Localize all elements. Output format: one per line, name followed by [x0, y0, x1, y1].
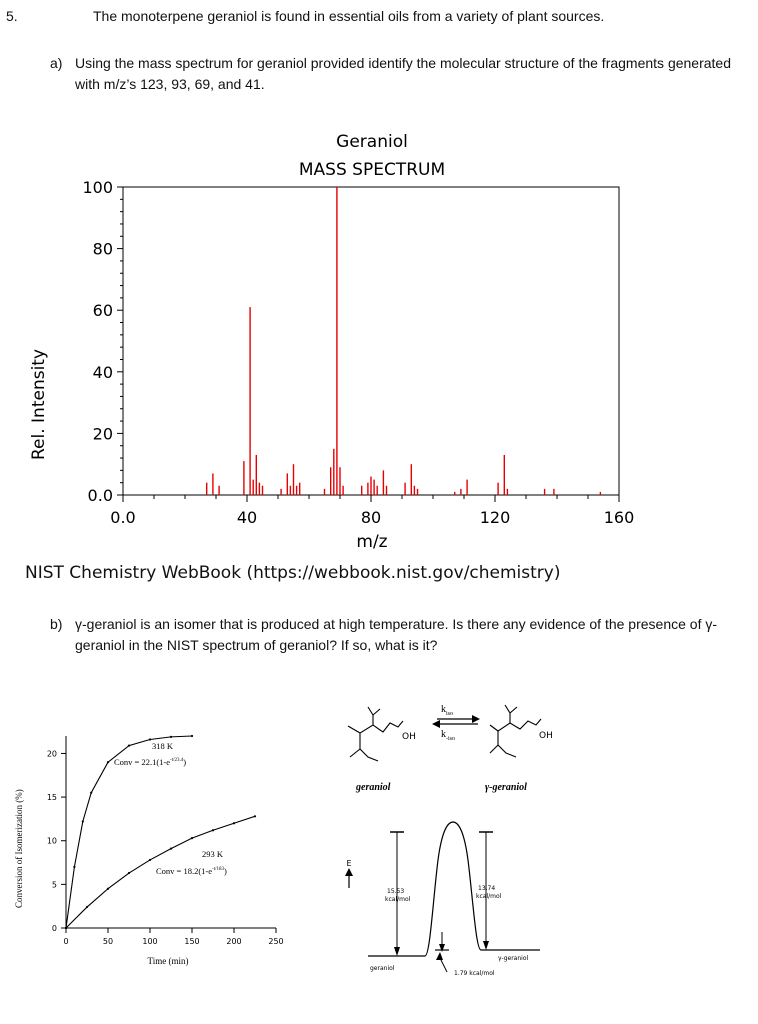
gamma-geraniol-structure: [489, 704, 542, 758]
isomerization-scheme: OH kiso k-iso OH geraniol γ-geraniol: [347, 704, 553, 793]
series-point: [127, 871, 131, 875]
series-293-label: 293 K: [202, 849, 224, 859]
series-point: [148, 858, 152, 862]
energy-curve: [368, 821, 540, 957]
chart-title: Geraniol: [336, 132, 408, 152]
series-point: [190, 734, 194, 738]
series-point: [106, 887, 110, 890]
y-axis-label: Rel. Intensity: [29, 349, 49, 460]
series-point: [73, 865, 76, 869]
series-point: [81, 820, 84, 823]
k-reverse: k-iso: [441, 729, 455, 742]
bottom-right-label: γ-geraniol: [498, 955, 529, 962]
delta-pointer-line: [439, 957, 448, 973]
energy-axis-label: E: [346, 859, 351, 868]
series-293-equation: Conv = 18.2(1-e-t/183): [156, 866, 227, 876]
barrier-left-value: 15.53: [387, 888, 404, 895]
series-point: [90, 791, 93, 794]
y-tick-label: 40: [93, 363, 113, 382]
series-point: [106, 761, 110, 764]
k-forward: kiso: [441, 704, 453, 717]
delta-label: 1.79 kcal/mol: [454, 970, 495, 977]
series-318-label: 318 K: [152, 741, 174, 751]
series-point: [190, 837, 194, 840]
part-b-label: b): [50, 616, 63, 632]
y-tick-label: 20: [93, 424, 113, 443]
series-point: [232, 822, 236, 825]
energy-axis-arrowhead: [345, 868, 353, 876]
series-point: [211, 829, 215, 832]
x-axis-label: Time (min): [148, 956, 189, 966]
forward-arrowhead: [472, 715, 480, 723]
series-point: [148, 738, 152, 741]
barrier-left-arrowhead: [394, 947, 400, 956]
y-tick-label: 100: [82, 178, 113, 197]
x-tick-label: 160: [604, 508, 635, 527]
barrier-left-unit: kcal/mol: [385, 896, 411, 903]
x-tick-label: 120: [480, 508, 511, 527]
x-axis-label: m/z: [356, 532, 387, 552]
oh-left: OH: [402, 732, 416, 742]
y-tick-label: 60: [93, 301, 113, 320]
series-point: [85, 905, 89, 909]
geraniol-label: geraniol: [355, 782, 391, 793]
bottom-left-label: geraniol: [370, 965, 395, 972]
y-tick-label: 80: [93, 240, 113, 259]
barrier-right-unit: kcal/mol: [476, 893, 502, 900]
series-point: [169, 847, 173, 850]
x-tick-label: 150: [184, 937, 199, 946]
source-caption: NIST Chemistry WebBook (https://webbook.…: [25, 563, 561, 583]
x-tick-label: 250: [268, 937, 283, 946]
y-tick-label: 5: [52, 880, 57, 889]
y-tick-label: 10: [47, 837, 57, 846]
barrier-right-arrowhead: [483, 941, 489, 950]
y-axis-label: Conversion of Isomerization (%): [14, 789, 24, 908]
part-a-label: a): [50, 55, 63, 71]
delta-arrowhead: [439, 944, 445, 952]
oh-right: OH: [539, 731, 553, 741]
geraniol-structure: [347, 706, 404, 762]
conversion-chart: 0 5 10 15 20 0 50 100 150 200 250 318 K Conv = 22…: [14, 734, 284, 966]
question-number: 5.: [6, 8, 18, 24]
part-b-text: γ-geraniol is an isomer that is produced…: [75, 616, 718, 653]
x-tick-label: 40: [237, 508, 257, 527]
series-point: [64, 926, 68, 930]
plot-frame: [122, 186, 620, 496]
y-tick-label: 20: [47, 749, 57, 758]
y-tick-label: 0: [52, 924, 57, 933]
y-tick-label: 0.0: [88, 486, 113, 505]
chart-subtitle: MASS SPECTRUM: [299, 160, 445, 180]
x-tick-label: 0: [63, 937, 68, 946]
delta-pointer-arrowhead: [436, 952, 443, 960]
question-title: The monoterpene geraniol is found in ess…: [93, 8, 605, 24]
series-point: [253, 815, 257, 818]
series-318-equation: Conv = 22.1(1-e-t/23.4): [114, 757, 186, 767]
series-point: [169, 735, 173, 738]
gamma-geraniol-label: γ-geraniol: [485, 782, 527, 793]
mass-spectrum-chart: Geraniol MASS SPECTRUM 0.0 20 40 60 80 100 0.…: [29, 132, 635, 552]
x-tick-label: 100: [142, 937, 157, 946]
x-tick-label: 0.0: [110, 508, 135, 527]
x-tick-label: 200: [226, 937, 241, 946]
part-a-text: Using the mass spectrum for geraniol pro…: [75, 55, 731, 92]
barrier-right-value: 13.74: [478, 885, 495, 892]
x-tick-label: 80: [361, 508, 381, 527]
energy-diagram: E 15.53 kcal/mol 13.74 kcal/mol geraniol…: [345, 821, 540, 977]
x-tick-label: 50: [103, 937, 113, 946]
y-tick-label: 15: [47, 793, 57, 802]
reverse-arrowhead: [432, 720, 440, 728]
series-line-1: [65, 815, 256, 929]
series-point: [127, 744, 131, 747]
